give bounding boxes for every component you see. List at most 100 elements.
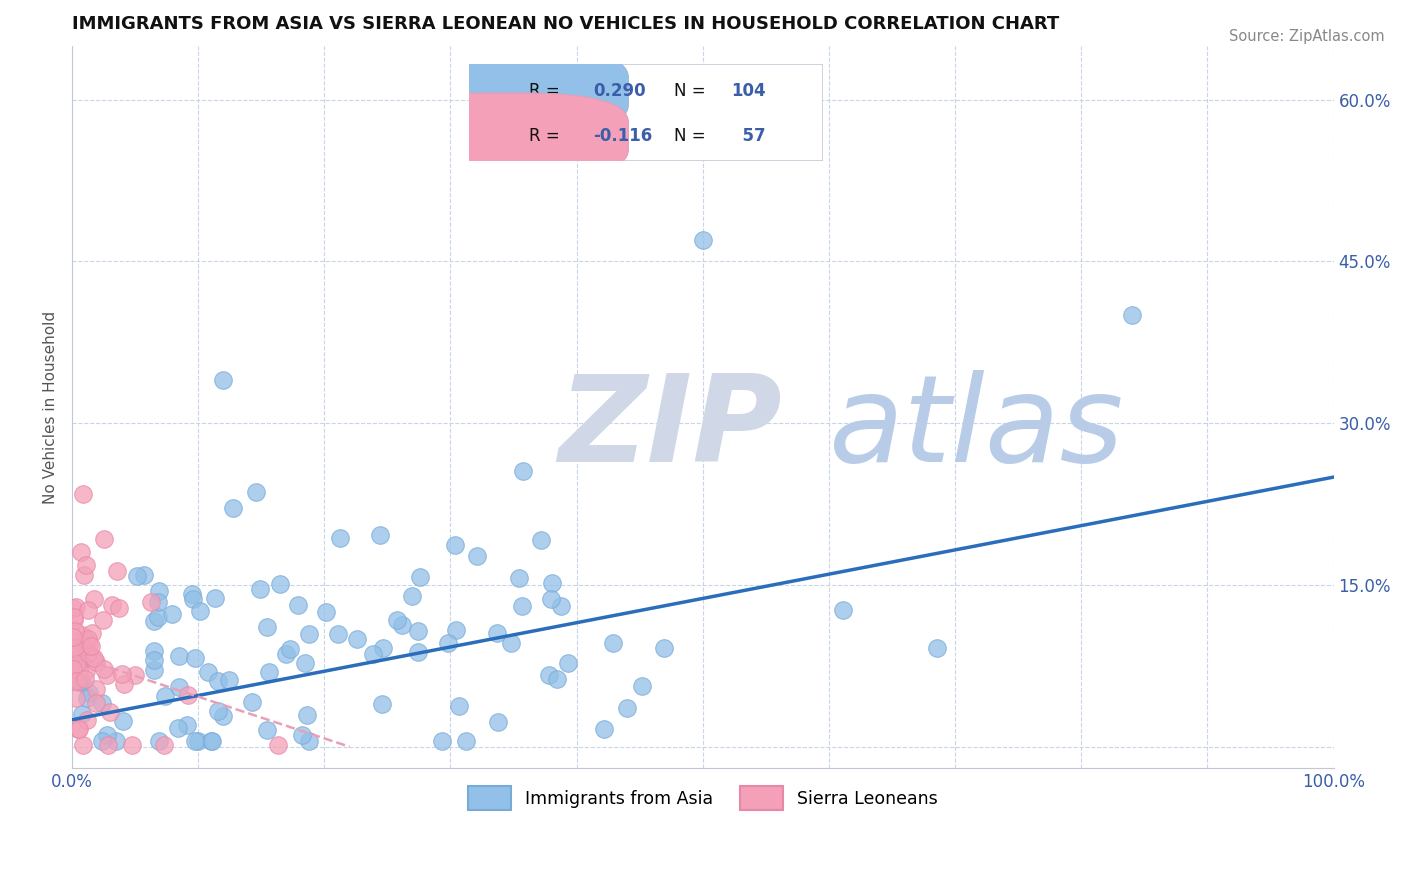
Point: [79, 639, 101, 653]
Point: [93, 532, 115, 546]
Point: [84, 681, 107, 696]
Point: [204, 591, 226, 605]
Point: [166, 722, 188, 736]
Point: [188, 604, 211, 618]
Point: [593, 722, 616, 736]
Text: ZIP: ZIP: [558, 370, 782, 487]
Point: [278, 641, 301, 656]
Point: [927, 641, 949, 656]
Point: [125, 569, 148, 583]
Point: [82, 625, 104, 640]
Point: [98, 705, 121, 719]
Point: [66, 722, 89, 736]
Point: [63, 624, 86, 639]
Point: [530, 533, 553, 548]
Point: [142, 652, 165, 666]
Point: [454, 734, 477, 748]
Point: [70, 653, 93, 667]
Point: [447, 698, 470, 713]
Point: [90, 734, 112, 748]
Text: Source: ZipAtlas.com: Source: ZipAtlas.com: [1229, 29, 1385, 44]
Point: [245, 485, 267, 500]
Point: [70, 628, 93, 642]
Point: [298, 734, 321, 748]
Point: [143, 663, 166, 677]
Point: [107, 601, 129, 615]
Point: [167, 681, 190, 695]
Point: [176, 718, 198, 732]
Point: [437, 636, 460, 650]
Point: [112, 677, 135, 691]
Point: [62, 613, 84, 627]
Point: [101, 599, 124, 613]
Point: [67, 673, 90, 688]
Point: [274, 647, 297, 661]
Point: [67, 723, 90, 737]
Point: [77, 685, 100, 699]
Point: [72, 640, 94, 654]
Point: [62, 600, 84, 615]
Point: [465, 549, 488, 563]
Text: atlas: atlas: [830, 370, 1125, 487]
Point: [70, 674, 93, 689]
Legend: Immigrants from Asia, Sierra Leoneans: Immigrants from Asia, Sierra Leoneans: [461, 779, 945, 817]
Point: [91, 613, 114, 627]
Point: [1121, 308, 1143, 322]
Point: [66, 657, 89, 671]
Point: [249, 582, 271, 596]
Point: [77, 632, 100, 647]
Point: [153, 689, 176, 703]
Point: [406, 624, 429, 639]
Point: [832, 603, 855, 617]
Point: [401, 589, 423, 603]
Point: [257, 665, 280, 679]
Point: [63, 610, 86, 624]
Point: [207, 704, 229, 718]
Point: [444, 623, 467, 637]
Point: [218, 673, 240, 688]
Point: [139, 594, 162, 608]
Point: [62, 631, 84, 645]
Point: [97, 738, 120, 752]
Point: [329, 531, 352, 545]
Point: [65, 691, 87, 706]
Point: [184, 734, 207, 748]
Point: [486, 714, 509, 729]
Point: [65, 599, 87, 614]
Point: [75, 634, 97, 648]
Point: [72, 568, 94, 582]
Point: [181, 587, 204, 601]
Point: [485, 626, 508, 640]
Point: [692, 233, 714, 247]
Point: [148, 734, 170, 748]
Point: [540, 592, 562, 607]
Point: [256, 620, 278, 634]
Point: [371, 697, 394, 711]
Point: [294, 656, 316, 670]
Point: [70, 707, 93, 722]
Point: [72, 738, 94, 752]
Point: [76, 713, 98, 727]
Point: [65, 673, 87, 688]
Point: [96, 728, 118, 742]
Point: [409, 570, 432, 584]
Point: [793, 130, 815, 145]
Point: [75, 558, 97, 573]
Point: [105, 734, 128, 748]
Point: [63, 640, 86, 654]
Point: [124, 668, 146, 682]
Point: [184, 651, 207, 665]
Point: [501, 636, 523, 650]
Point: [443, 538, 465, 552]
Point: [75, 642, 97, 657]
Y-axis label: No Vehicles in Household: No Vehicles in Household: [44, 310, 58, 504]
Point: [83, 651, 105, 665]
Point: [76, 646, 98, 660]
Point: [177, 688, 200, 702]
Point: [105, 564, 128, 578]
Point: [73, 672, 96, 686]
Point: [406, 645, 429, 659]
Point: [62, 662, 84, 676]
Point: [287, 599, 309, 613]
Point: [295, 708, 318, 723]
